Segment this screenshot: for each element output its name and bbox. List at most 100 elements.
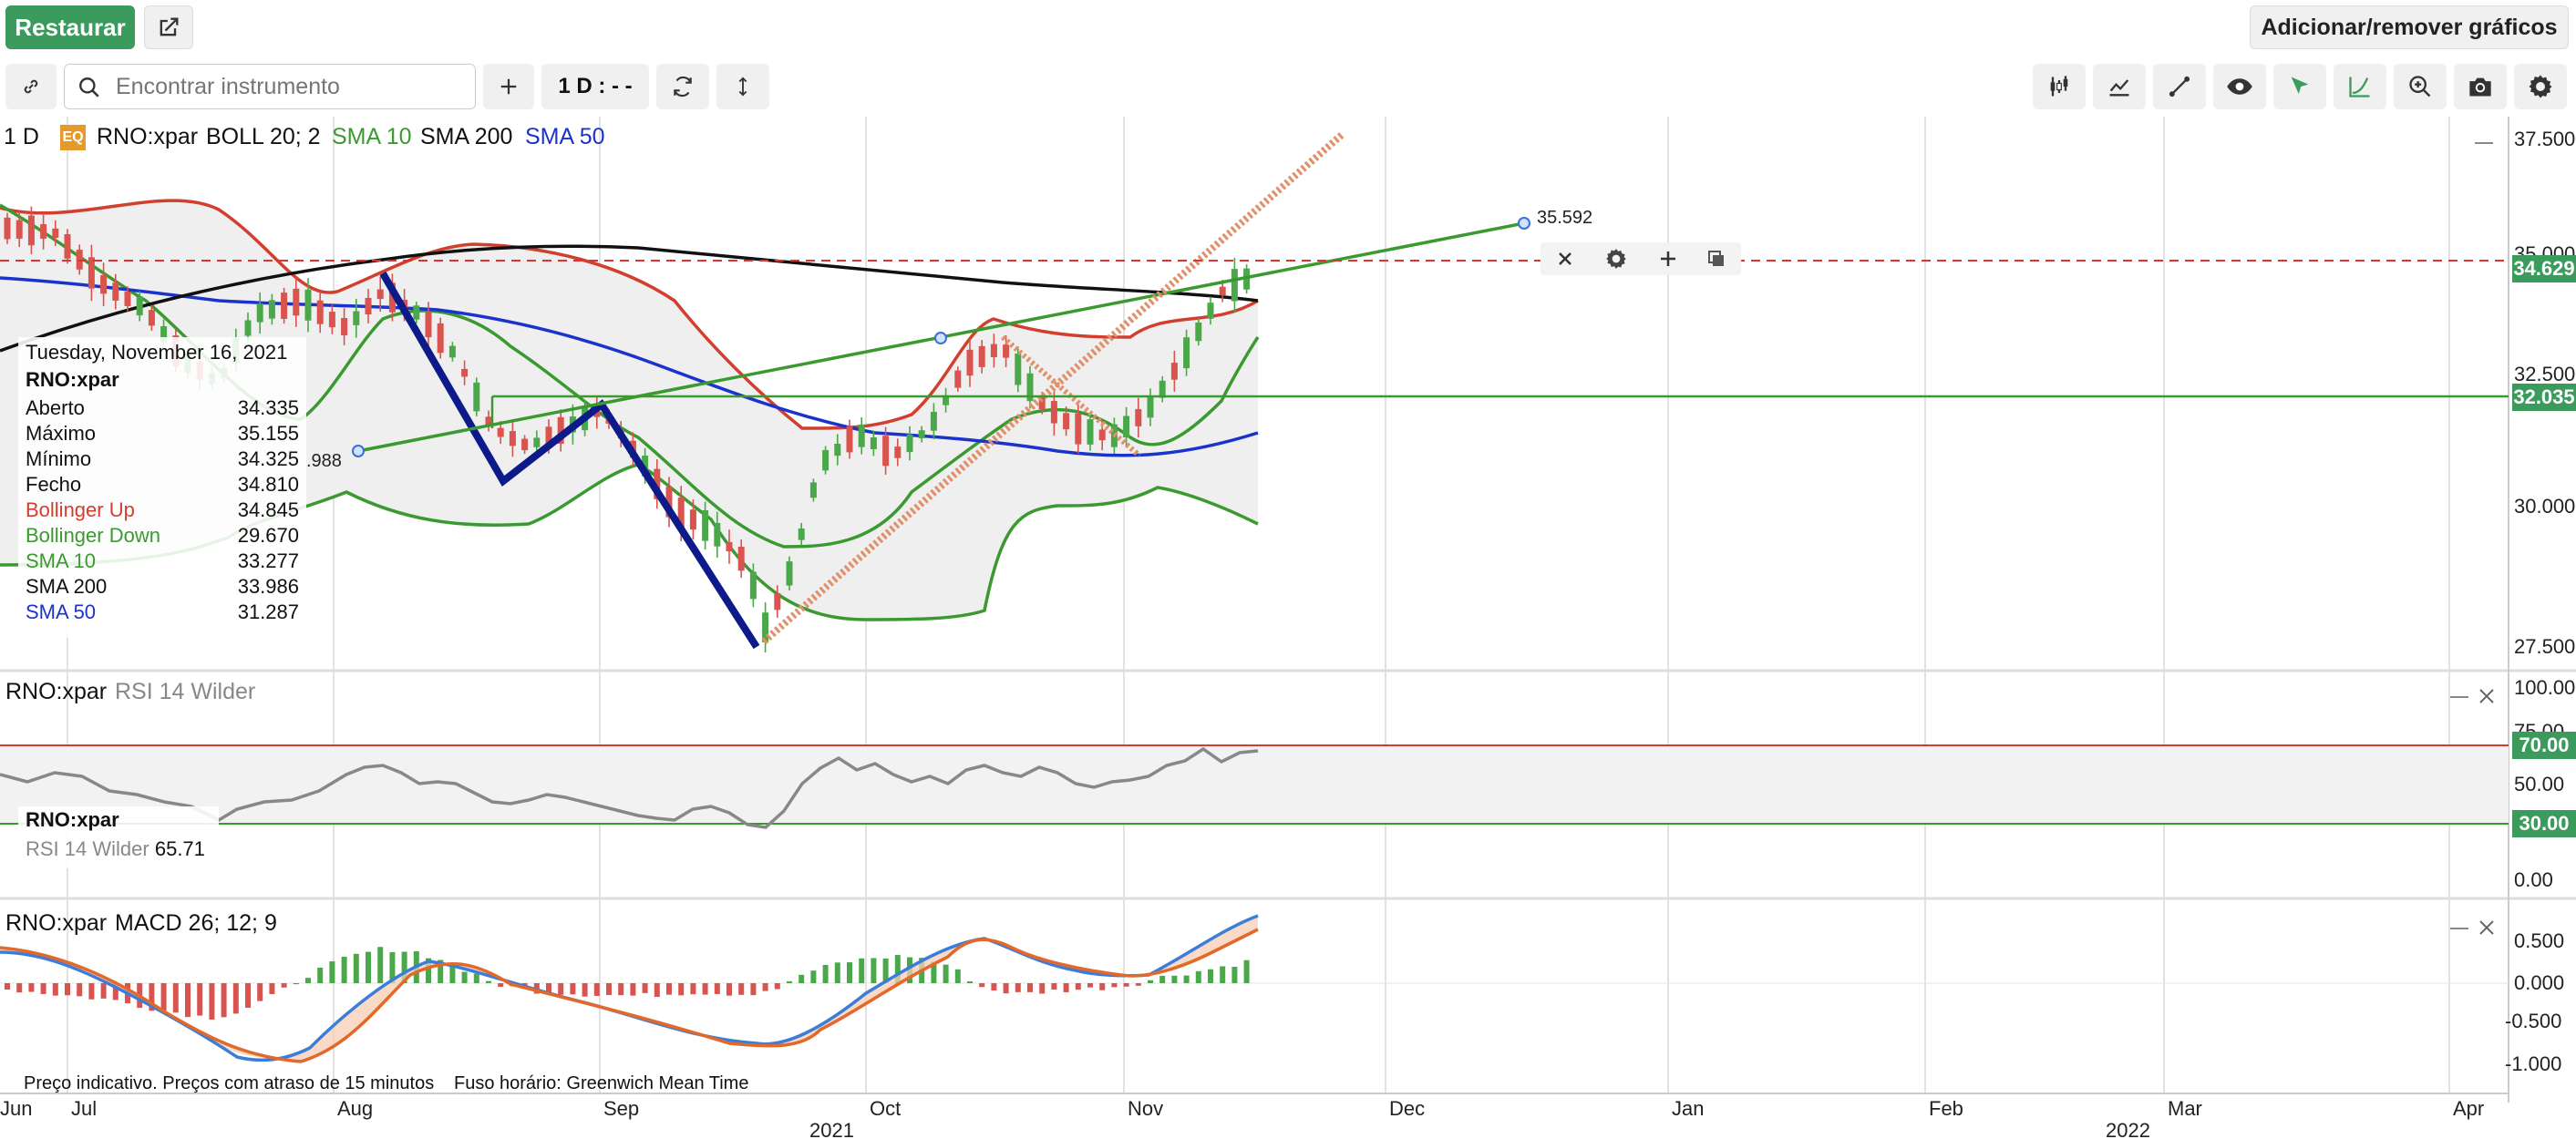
close-macd-icon[interactable] <box>2478 918 2496 937</box>
macd-histogram <box>5 947 1250 1020</box>
candle-body <box>870 437 877 449</box>
macd-axis-label: -0.500 <box>2505 1010 2562 1032</box>
candle-body <box>809 482 817 498</box>
draw-line-button[interactable] <box>2153 64 2206 109</box>
plus-icon <box>500 78 517 95</box>
macd-bar <box>498 983 504 987</box>
candle-body <box>689 509 696 530</box>
link-button[interactable] <box>5 64 57 109</box>
macd-axis-label: -1.000 <box>2505 1052 2562 1075</box>
rsi-instrument: RNO:xpar <box>5 679 108 704</box>
search-icon <box>79 77 99 97</box>
candle-body <box>388 282 396 313</box>
curve-icon <box>2349 77 2370 97</box>
macd-bar <box>738 983 745 995</box>
candle-body <box>64 233 71 259</box>
candle-body <box>533 437 541 447</box>
month-label: Dec <box>1389 1097 1426 1120</box>
macd-bar <box>1159 975 1166 983</box>
screenshot-button[interactable] <box>2454 64 2507 109</box>
visibility-button[interactable] <box>2213 64 2266 109</box>
macd-bar <box>979 983 985 988</box>
macd-bar <box>65 983 70 996</box>
macd-bar <box>281 983 287 988</box>
zigzag-drawing[interactable] <box>379 271 760 650</box>
macd-bar <box>1003 983 1009 994</box>
external-link-button[interactable] <box>144 5 193 49</box>
indicators-button[interactable] <box>2093 64 2146 109</box>
macd-bar <box>172 983 179 1013</box>
refresh-button[interactable] <box>656 64 709 109</box>
close-rsi-icon[interactable] <box>2478 687 2496 705</box>
macd-bar <box>822 964 829 983</box>
tooltip-row-high: Máximo 35.155 <box>26 422 299 445</box>
tooltip-row-sma200: SMA 200 33.986 <box>26 575 299 598</box>
month-label: Oct <box>870 1097 902 1120</box>
macd-bar <box>341 956 347 983</box>
candle-body <box>376 289 384 300</box>
macd-bar <box>438 959 444 983</box>
candle-body <box>341 318 348 336</box>
plus-icon[interactable] <box>1659 250 1677 268</box>
candle-body <box>148 310 155 326</box>
external-link-icon <box>160 17 179 36</box>
macd-bar <box>1220 966 1226 983</box>
macd-bar <box>1027 983 1033 992</box>
macd-bar <box>799 974 805 983</box>
price-axis-label: 37.500 <box>2514 128 2576 150</box>
legend-sma200: SMA 200 <box>420 124 513 149</box>
add-remove-charts-button[interactable]: Adicionar/remover gráficos <box>2250 5 2569 49</box>
restore-button[interactable]: Restaurar <box>5 5 135 49</box>
macd-bar <box>606 983 612 995</box>
search-field[interactable] <box>64 64 476 109</box>
month-label: Nov <box>1128 1097 1164 1120</box>
candle-body <box>27 215 35 246</box>
curve-button[interactable] <box>2334 64 2386 109</box>
candle-body <box>954 370 962 388</box>
month-label: Sep <box>603 1097 640 1120</box>
candle-body <box>1087 419 1094 445</box>
chart-type-button[interactable] <box>2033 64 2086 109</box>
add-button[interactable] <box>483 64 534 109</box>
close-icon[interactable] <box>1556 250 1574 268</box>
candle-body <box>112 282 119 301</box>
settings-button[interactable] <box>2514 64 2567 109</box>
candle-body <box>4 217 11 240</box>
macd-bar <box>149 983 155 1011</box>
trendline-handle[interactable] <box>934 332 947 344</box>
candle-body <box>268 300 275 319</box>
legend-sma10: SMA 10 <box>332 124 412 149</box>
macd-bar <box>77 983 83 997</box>
search-input[interactable] <box>116 72 462 101</box>
trendline-handle[interactable] <box>1518 217 1530 230</box>
cursor-button[interactable] <box>2273 64 2326 109</box>
gear-icon[interactable] <box>1604 247 1628 271</box>
candle-body <box>76 250 83 270</box>
macd-bar <box>88 983 95 1000</box>
macd-bar <box>112 983 118 1000</box>
macd-bar <box>389 951 396 983</box>
macd-bar <box>859 958 865 983</box>
copy-icon[interactable] <box>1707 250 1726 268</box>
tooltip-row-sma10: SMA 10 33.277 <box>26 549 299 572</box>
vertical-scale-button[interactable] <box>716 64 769 109</box>
chart-area[interactable] <box>0 117 2576 1139</box>
macd-bar <box>1195 970 1201 983</box>
candle-body <box>978 345 985 367</box>
candle-body <box>714 522 721 547</box>
fib-line-drawing[interactable] <box>761 130 1345 645</box>
macd-bar <box>991 983 997 991</box>
macd-bar <box>317 967 324 983</box>
macd-bar <box>209 983 215 1020</box>
candle-body <box>509 431 516 446</box>
interval-button[interactable]: 1 D : - - <box>541 64 649 109</box>
zoom-button[interactable] <box>2394 64 2447 109</box>
rsi-tooltip-value: 65.71 <box>154 837 205 860</box>
minimize-rsi-icon[interactable] <box>2450 696 2468 698</box>
trendline-handle[interactable] <box>352 445 365 457</box>
candle-body <box>1231 269 1238 302</box>
candle-body <box>1183 337 1190 369</box>
macd-bar <box>1075 983 1081 990</box>
minimize-main-icon[interactable] <box>2475 142 2493 144</box>
minimize-macd-icon[interactable] <box>2450 928 2468 929</box>
